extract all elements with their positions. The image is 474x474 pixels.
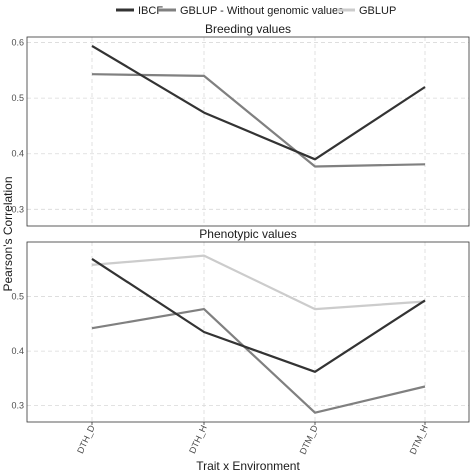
legend-label: IBCF <box>138 5 163 17</box>
panel-frame <box>26 36 470 227</box>
panel-phenotypic-values: Phenotypic values 0.3 0.4 0.5 <box>11 227 470 423</box>
x-tick-label: DTM_H <box>408 424 430 456</box>
panel-frame <box>26 241 470 423</box>
y-tick-label: 0.3 <box>11 204 24 214</box>
panel-title: Breeding values <box>205 22 291 36</box>
y-axis-title: Pearson's Correlation <box>1 176 15 291</box>
legend-item: IBCF <box>116 5 163 17</box>
series-line-gblup <box>91 254 426 311</box>
chart-panels: Breeding values 0.3 0.4 0.5 0.6 Phenotypic va… <box>11 22 470 456</box>
panel-breeding-values: Breeding values 0.3 0.4 0.5 0.6 <box>11 22 470 227</box>
y-tick-label: 0.4 <box>11 149 24 159</box>
x-axis-ticks: DTH_D DTH_H DTM_D DTM_H <box>75 422 430 456</box>
legend-label: GBLUP <box>359 5 396 17</box>
series-line-gblup-without-genomic-values <box>91 73 426 168</box>
x-tick-label: DTH_H <box>187 424 209 455</box>
legend-item: GBLUP - Without genomic values <box>158 5 344 17</box>
chart-legend: IBCF GBLUP - Without genomic values GBLUP <box>116 5 396 17</box>
x-axis-title: Trait x Environment <box>196 459 300 473</box>
y-tick-label: 0.5 <box>11 292 24 302</box>
series-line-gblup-without-genomic-values <box>91 308 426 414</box>
x-tick-label: DTM_D <box>298 423 320 456</box>
x-tick-label: DTH_D <box>75 423 97 455</box>
panel-title: Phenotypic values <box>199 227 296 241</box>
legend-item: GBLUP <box>337 5 396 17</box>
series-line-ibcf <box>91 257 426 373</box>
legend-label: GBLUP - Without genomic values <box>180 5 344 17</box>
y-tick-label: 0.3 <box>11 401 24 411</box>
series-line-ibcf <box>91 44 426 161</box>
y-tick-label: 0.5 <box>11 93 24 103</box>
y-tick-label: 0.4 <box>11 346 24 356</box>
y-tick-label: 0.6 <box>11 38 24 48</box>
